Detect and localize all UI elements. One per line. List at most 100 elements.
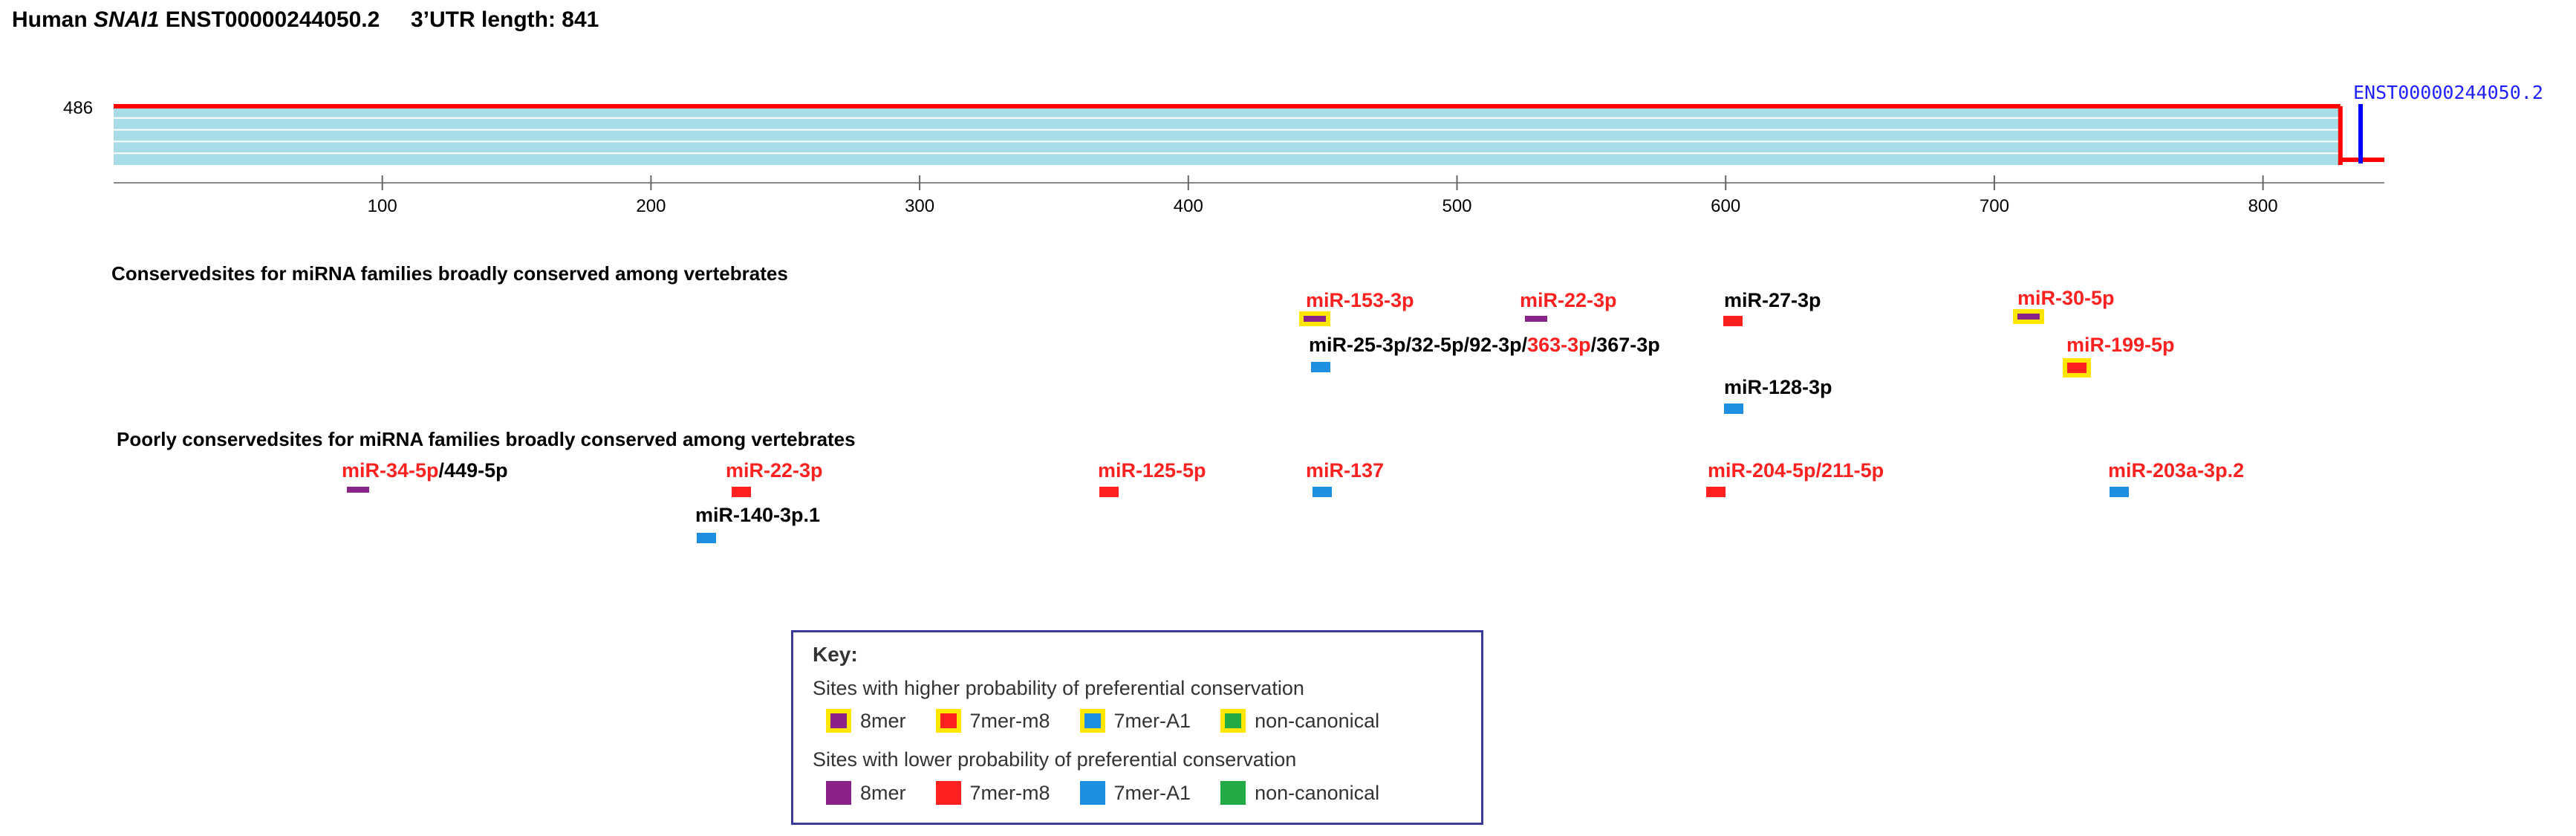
conserved-sites-heading: Conservedsites for miRNA families broadl… <box>111 262 788 285</box>
site-label-part: miR-199-5p <box>2066 334 2175 356</box>
site-mir204: miR-204-5p/211-5p <box>1706 459 1884 497</box>
site-label-part: miR-34-5p <box>342 459 439 482</box>
transcript-id: ENST00000244050.2 <box>159 7 380 32</box>
key-swatch-7mer-A1 <box>1079 709 1105 733</box>
key-item-8mer: 8mer <box>826 781 906 805</box>
key-label-non-canonical: non-canonical <box>1255 709 1380 732</box>
site-marker-8mer <box>2017 314 2040 320</box>
axis-tick-label: 600 <box>1711 196 1740 216</box>
key-item-7mer-A1: 7mer-A1 <box>1079 709 1191 733</box>
key-swatch-8mer <box>826 781 851 805</box>
site-label: miR-204-5p/211-5p <box>1708 459 1884 482</box>
axis-tick-label: 100 <box>368 196 397 216</box>
site-label: miR-34-5p/449-5p <box>342 459 508 482</box>
site-label-part: miR-140-3p.1 <box>695 504 820 526</box>
site-label-part: miR-203a-3p.2 <box>2108 459 2244 482</box>
utr-diagram: ENST00000244050.2 486 100 200 300 400 500 600 7… <box>63 82 2543 543</box>
site-label-part: miR-128-3p <box>1724 376 1832 398</box>
site-mir153: miR-153-3p <box>1299 289 1414 326</box>
site-marker-8mer <box>1304 316 1326 322</box>
site-label-part: miR-204-5p/211-5p <box>1708 459 1884 482</box>
key-item-8mer: 8mer <box>826 709 906 733</box>
site-label-part: miR-27-3p <box>1724 289 1821 311</box>
site-label: miR-153-3p <box>1306 289 1414 311</box>
key-item-7mer-m8: 7mer-m8 <box>935 781 1050 805</box>
poorly-conserved-sites-heading: Poorly conservedsites for miRNA families… <box>117 428 856 450</box>
site-marker-7mer-m8 <box>2067 363 2087 373</box>
utr-length: 3’UTR length: 841 <box>410 7 599 32</box>
site-mir203: miR-203a-3p.2 <box>2108 459 2244 497</box>
site-marker-7mer-m8 <box>732 487 751 497</box>
key-label-non-canonical: non-canonical <box>1255 781 1380 804</box>
site-marker-7mer-m8 <box>1723 316 1743 326</box>
page-title: Human SNAI1 ENST00000244050.2 3’UTR leng… <box>12 7 599 33</box>
site-label: miR-137 <box>1306 459 1384 482</box>
key-label-7mer-A1: 7mer-A1 <box>1113 781 1191 804</box>
site-label-part: /367-3p <box>1591 334 1660 356</box>
key-item-7mer-m8: 7mer-m8 <box>935 709 1050 733</box>
site-label-part: miR-22-3p <box>1520 289 1617 311</box>
axis-tick-label: 700 <box>1980 196 2009 216</box>
site-marker-7mer-A1 <box>697 533 716 543</box>
site-mir30: miR-30-5p <box>2013 287 2115 324</box>
title-prefix: Human <box>12 7 94 32</box>
site-label-part: miR-30-5p <box>2017 287 2115 309</box>
transcript-label: ENST00000244050.2 <box>2353 82 2543 103</box>
key-label-7mer-m8: 7mer-m8 <box>969 781 1050 804</box>
site-mir25: miR-25-3p/32-5p/92-3p/363-3p/367-3p <box>1309 334 1660 372</box>
key-title: Key: <box>813 643 858 666</box>
axis-tick-label: 200 <box>636 196 666 216</box>
key-swatch-7mer-A1 <box>1079 781 1105 805</box>
site-mir137: miR-137 <box>1306 459 1384 497</box>
gene-name: SNAI1 <box>94 7 160 32</box>
site-marker-8mer <box>347 487 369 493</box>
site-label: miR-22-3p <box>1520 289 1617 311</box>
site-marker-8mer <box>1525 316 1547 322</box>
site-mir199: miR-199-5p <box>2063 334 2175 378</box>
key-swatch-non-canonical <box>1220 709 1246 733</box>
site-marker-7mer-A1 <box>1724 404 1743 414</box>
site-label: miR-22-3p <box>726 459 823 482</box>
site-label: miR-25-3p/32-5p/92-3p/363-3p/367-3p <box>1309 334 1660 356</box>
site-label-part: 363-3p <box>1527 334 1591 356</box>
site-mir22: miR-22-3p <box>1520 289 1617 322</box>
key-swatch-non-canonical <box>1220 781 1246 805</box>
mirna-sites: miR-153-3p miR-22-3p miR-27-3p miR-30-5p miR… <box>342 287 2244 543</box>
axis-tick-label: 500 <box>1442 196 1471 216</box>
legend-key: Key: Sites with higher probability of pr… <box>791 630 1483 825</box>
site-label-part: miR-153-3p <box>1306 289 1414 311</box>
key-label-7mer-A1: 7mer-A1 <box>1113 709 1191 732</box>
site-label: miR-125-5p <box>1098 459 1206 482</box>
site-mir125: miR-125-5p <box>1098 459 1206 497</box>
site-label: miR-30-5p <box>2017 287 2115 309</box>
site-mir128: miR-128-3p <box>1724 376 1832 414</box>
site-label: miR-128-3p <box>1724 376 1832 398</box>
site-label: miR-203a-3p.2 <box>2108 459 2244 482</box>
key-higher-row: 8mer 7mer-m8 7mer-A1 non-canonical <box>826 709 1409 733</box>
key-swatch-7mer-m8 <box>935 781 961 805</box>
axis-tick-label: 400 <box>1174 196 1203 216</box>
site-marker-7mer-A1 <box>2110 487 2129 497</box>
site-mir27: miR-27-3p <box>1723 289 1821 326</box>
site-label-part: miR-125-5p <box>1098 459 1206 482</box>
site-marker-7mer-m8 <box>1099 487 1119 497</box>
site-label-part: miR-25-3p/32-5p/92-3p/ <box>1309 334 1528 356</box>
utr-track: ENST00000244050.2 486 <box>63 82 2543 165</box>
site-mir22p: miR-22-3p <box>726 459 823 497</box>
key-swatch-8mer <box>826 709 851 733</box>
site-label: miR-140-3p.1 <box>695 504 820 526</box>
key-label-8mer: 8mer <box>860 781 906 804</box>
axis-tick-label: 800 <box>2248 196 2278 216</box>
key-lower-heading: Sites with lower probability of preferen… <box>813 748 1297 771</box>
site-mir140: miR-140-3p.1 <box>695 504 820 543</box>
key-lower-row: 8mer 7mer-m8 7mer-A1 non-canonical <box>826 781 1409 805</box>
key-item-non-canonical: non-canonical <box>1220 709 1379 733</box>
key-item-7mer-A1: 7mer-A1 <box>1079 781 1191 805</box>
position-axis: 100 200 300 400 500 600 700 800 <box>114 175 2384 216</box>
key-swatch-7mer-m8 <box>935 709 961 733</box>
key-label-7mer-m8: 7mer-m8 <box>969 709 1050 732</box>
site-marker-7mer-A1 <box>1311 362 1330 372</box>
site-label: miR-27-3p <box>1724 289 1821 311</box>
key-higher-heading: Sites with higher probability of prefere… <box>813 677 1304 699</box>
site-label-part: miR-22-3p <box>726 459 823 482</box>
